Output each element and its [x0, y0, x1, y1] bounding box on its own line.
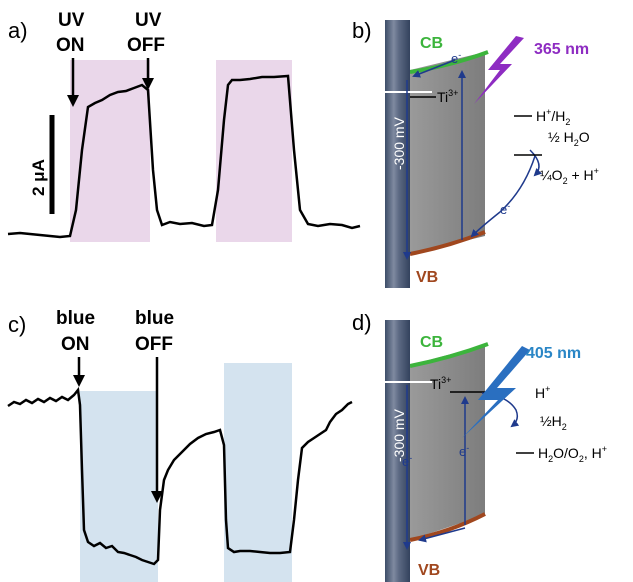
band-region-b [410, 52, 485, 254]
panel-a-label: a) [8, 18, 28, 43]
electrode-d [385, 320, 410, 582]
potential-label-d: -300 mV [391, 408, 407, 462]
h2o-o2-label: H2O/O2, H+ [538, 444, 607, 464]
photocurrent-trace-uv [7, 74, 361, 239]
panel-a: a) UV ON UV OFF 2 μA [7, 10, 361, 242]
panel-c-label: c) [8, 312, 26, 337]
uv-lightning-bolt [474, 36, 524, 104]
blue-off-label-line1: blue [135, 308, 174, 329]
electron-label-b-bottom: e- [500, 201, 510, 217]
electron-transfer-arrow-b [412, 59, 456, 78]
panel-d: d) -300 mV CB VB Ti3+ e- e- 405 nm H+ ½H… [352, 310, 607, 582]
uv-on-shade-1 [70, 60, 150, 242]
photocurrent-trace-blue [7, 386, 353, 566]
uv-on-shade-2 [216, 60, 292, 242]
ti-label-d: Ti3+ [430, 375, 451, 392]
ti-label-b: Ti3+ [437, 88, 458, 105]
blue-on-label-line2: ON [61, 334, 90, 355]
panel-d-label: d) [352, 310, 372, 335]
cb-edge-d [409, 342, 489, 368]
scale-bar-label: 2 μA [29, 159, 48, 196]
wavelength-label-d: 405 nm [526, 345, 581, 362]
vb-edge-d [409, 512, 486, 542]
hole-transfer-curve-b [529, 149, 543, 177]
blue-on-label-line1: blue [56, 308, 95, 329]
half-h2-label-d: ½H2 [540, 413, 567, 432]
electron-label-b-top: e- [451, 50, 461, 66]
vb-label-b: VB [416, 269, 438, 286]
uv-off-label-line2: OFF [127, 35, 165, 56]
panel-c: c) blue ON blue OFF [7, 308, 353, 582]
panel-b-label: b) [352, 18, 372, 43]
uv-off-label-line1: UV [135, 10, 162, 31]
vb-transfer-arrow-d [418, 527, 466, 543]
electron-label-d-left: e- [402, 453, 412, 469]
h-plus-label-d: H+ [535, 384, 550, 401]
cb-label-b: CB [420, 35, 443, 52]
uv-on-label-line2: ON [56, 35, 85, 56]
cb-label-d: CB [420, 334, 443, 351]
panel-b: b) -300 mV CB VB Ti3+ e- e- 365 nm H+/H2… [352, 18, 599, 288]
vb-label-d: VB [418, 562, 440, 579]
uv-on-label-line1: UV [58, 10, 85, 31]
blue-on-shade-1 [80, 391, 158, 582]
band-region-d [410, 345, 485, 540]
potential-label-b: -300 mV [391, 116, 407, 170]
hole-transfer-arrow-b [470, 155, 536, 238]
electron-label-d-right: e- [459, 443, 469, 459]
blue-off-label-line2: OFF [135, 334, 173, 355]
electrode-b [385, 20, 410, 288]
h-plus-h2-label: H+/H2 [536, 107, 570, 127]
half-h2o-label: ½ H2O [548, 129, 590, 148]
blue-on-shade-2 [224, 363, 292, 582]
blue-lightning-bolt [462, 346, 530, 438]
quarter-o2-label: ¼O2 + H+ [540, 166, 599, 186]
wavelength-label-b: 365 nm [534, 41, 589, 58]
